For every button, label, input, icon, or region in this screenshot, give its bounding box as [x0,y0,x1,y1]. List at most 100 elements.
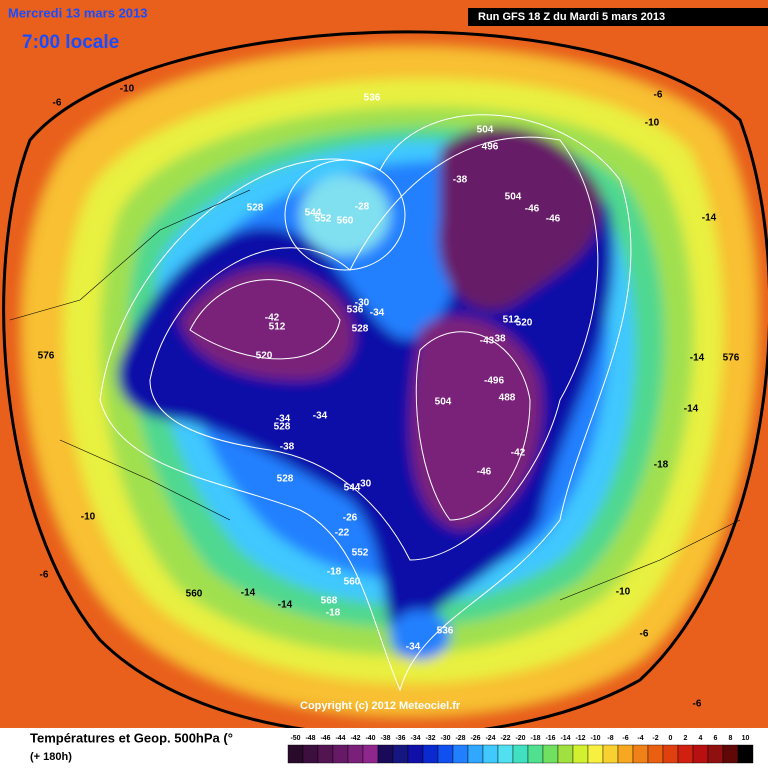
contour-label: -22 [335,528,350,539]
contour-label: -46 [525,204,540,215]
scale-label: -32 [425,735,435,742]
color-swatch [512,744,529,764]
color-swatch [542,744,559,764]
color-swatch [617,744,634,764]
color-swatch [677,744,694,764]
map-background [0,0,768,740]
contour-label: 520 [256,351,273,362]
contour-label: -6 [53,98,62,109]
contour-label: 504 [505,192,522,203]
color-swatch [482,744,499,764]
contour-label: -34 [406,642,421,653]
contour-label: -10 [645,118,660,129]
forecast-date: Mercredi 13 mars 2013 [8,5,147,20]
scale-label: 2 [684,735,688,742]
color-scale: -50 -48 -46 -44 -42 -40 -38 -36 -34 -32 -30 -28 -26-… [287,735,754,764]
contour-label: 528 [352,324,369,335]
scale-label: -34 [410,735,420,742]
contour-label: -34 [276,414,291,425]
color-swatch [692,744,709,764]
contour-label: -10 [81,512,96,523]
color-swatch [602,744,619,764]
contour-label: -10 [616,587,631,598]
color-swatch [422,744,439,764]
color-swatch [572,744,589,764]
contour-label: 552 [315,214,332,225]
color-swatch [647,744,664,764]
color-swatch [662,744,679,764]
contour-label: 504 [477,125,494,136]
color-swatch [347,744,364,764]
scale-label: -38 [380,735,390,742]
scale-label: -18 [530,735,540,742]
scale-label: -2 [652,735,658,742]
contour-label: -34 [313,411,328,422]
contour-label: -6 [693,699,702,710]
contour-label: 544 [344,483,361,494]
color-swatch [302,744,319,764]
scale-label: -26 [470,735,480,742]
contour-label: -6 [654,90,663,101]
contour-label: 504 [435,397,452,408]
contour-label: -42 [265,313,280,324]
color-swatch [377,744,394,764]
contour-label: -46 [477,467,492,478]
contour-label: -14 [684,404,699,415]
scale-label: -24 [485,735,495,742]
scale-label: -40 [365,735,375,742]
color-swatch [587,744,604,764]
contour-label: -10 [120,84,135,95]
contour-label: 576 [723,353,740,364]
scale-label: -4 [637,735,643,742]
contour-label: 512 [269,322,286,333]
color-swatch [317,744,334,764]
scale-label: -30 [440,735,450,742]
contour-label: 536 [364,93,381,104]
color-swatch [407,744,424,764]
scale-label: -22 [500,735,510,742]
scale-label: 4 [699,735,703,742]
color-swatch [332,744,349,764]
contour-label: -42 [511,448,526,459]
contour-label: 38 [494,334,506,345]
contour-label: 520 [516,318,533,329]
contour-label: -34 [370,308,385,319]
contour-label: 576 [38,351,55,362]
scale-label: 8 [729,735,733,742]
color-swatch [632,744,649,764]
color-swatch [527,744,544,764]
scale-label: 10 [742,735,750,742]
scale-label: -36 [395,735,405,742]
contour-label: 528 [277,474,294,485]
run-info: Run GFS 18 Z du Mardi 5 mars 2013 [478,11,665,23]
color-swatch [467,744,484,764]
scale-label: -44 [335,735,345,742]
contour-label: -46 [546,214,561,225]
color-swatch [707,744,724,764]
copyright: Copyright (c) 2012 Meteociel.fr [300,700,461,712]
contour-label: 560 [337,216,354,227]
scale-label: -46 [320,735,330,742]
scale-label: -48 [305,735,315,742]
color-swatch [287,744,304,764]
contour-label: 512 [503,315,520,326]
contour-label: 568 [321,596,338,607]
scale-label: -8 [607,735,613,742]
color-swatch [437,744,454,764]
legend-title: Températures et Geop. 500hPa (° [30,730,233,745]
scale-label: 0 [669,735,673,742]
contour-label: 560 [186,589,203,600]
contour-label: -18 [327,567,342,578]
contour-label: -6 [640,629,649,640]
contour-label: -496 [484,376,504,387]
contour-label: 536 [347,305,364,316]
contour-label: 528 [274,422,291,433]
contour-label: -14 [702,213,717,224]
scale-label: -6 [622,735,628,742]
contour-label: -38 [453,175,468,186]
color-swatch [392,744,409,764]
contour-label: -14 [241,588,256,599]
color-swatch [557,744,574,764]
contour-label: 496 [482,142,499,153]
